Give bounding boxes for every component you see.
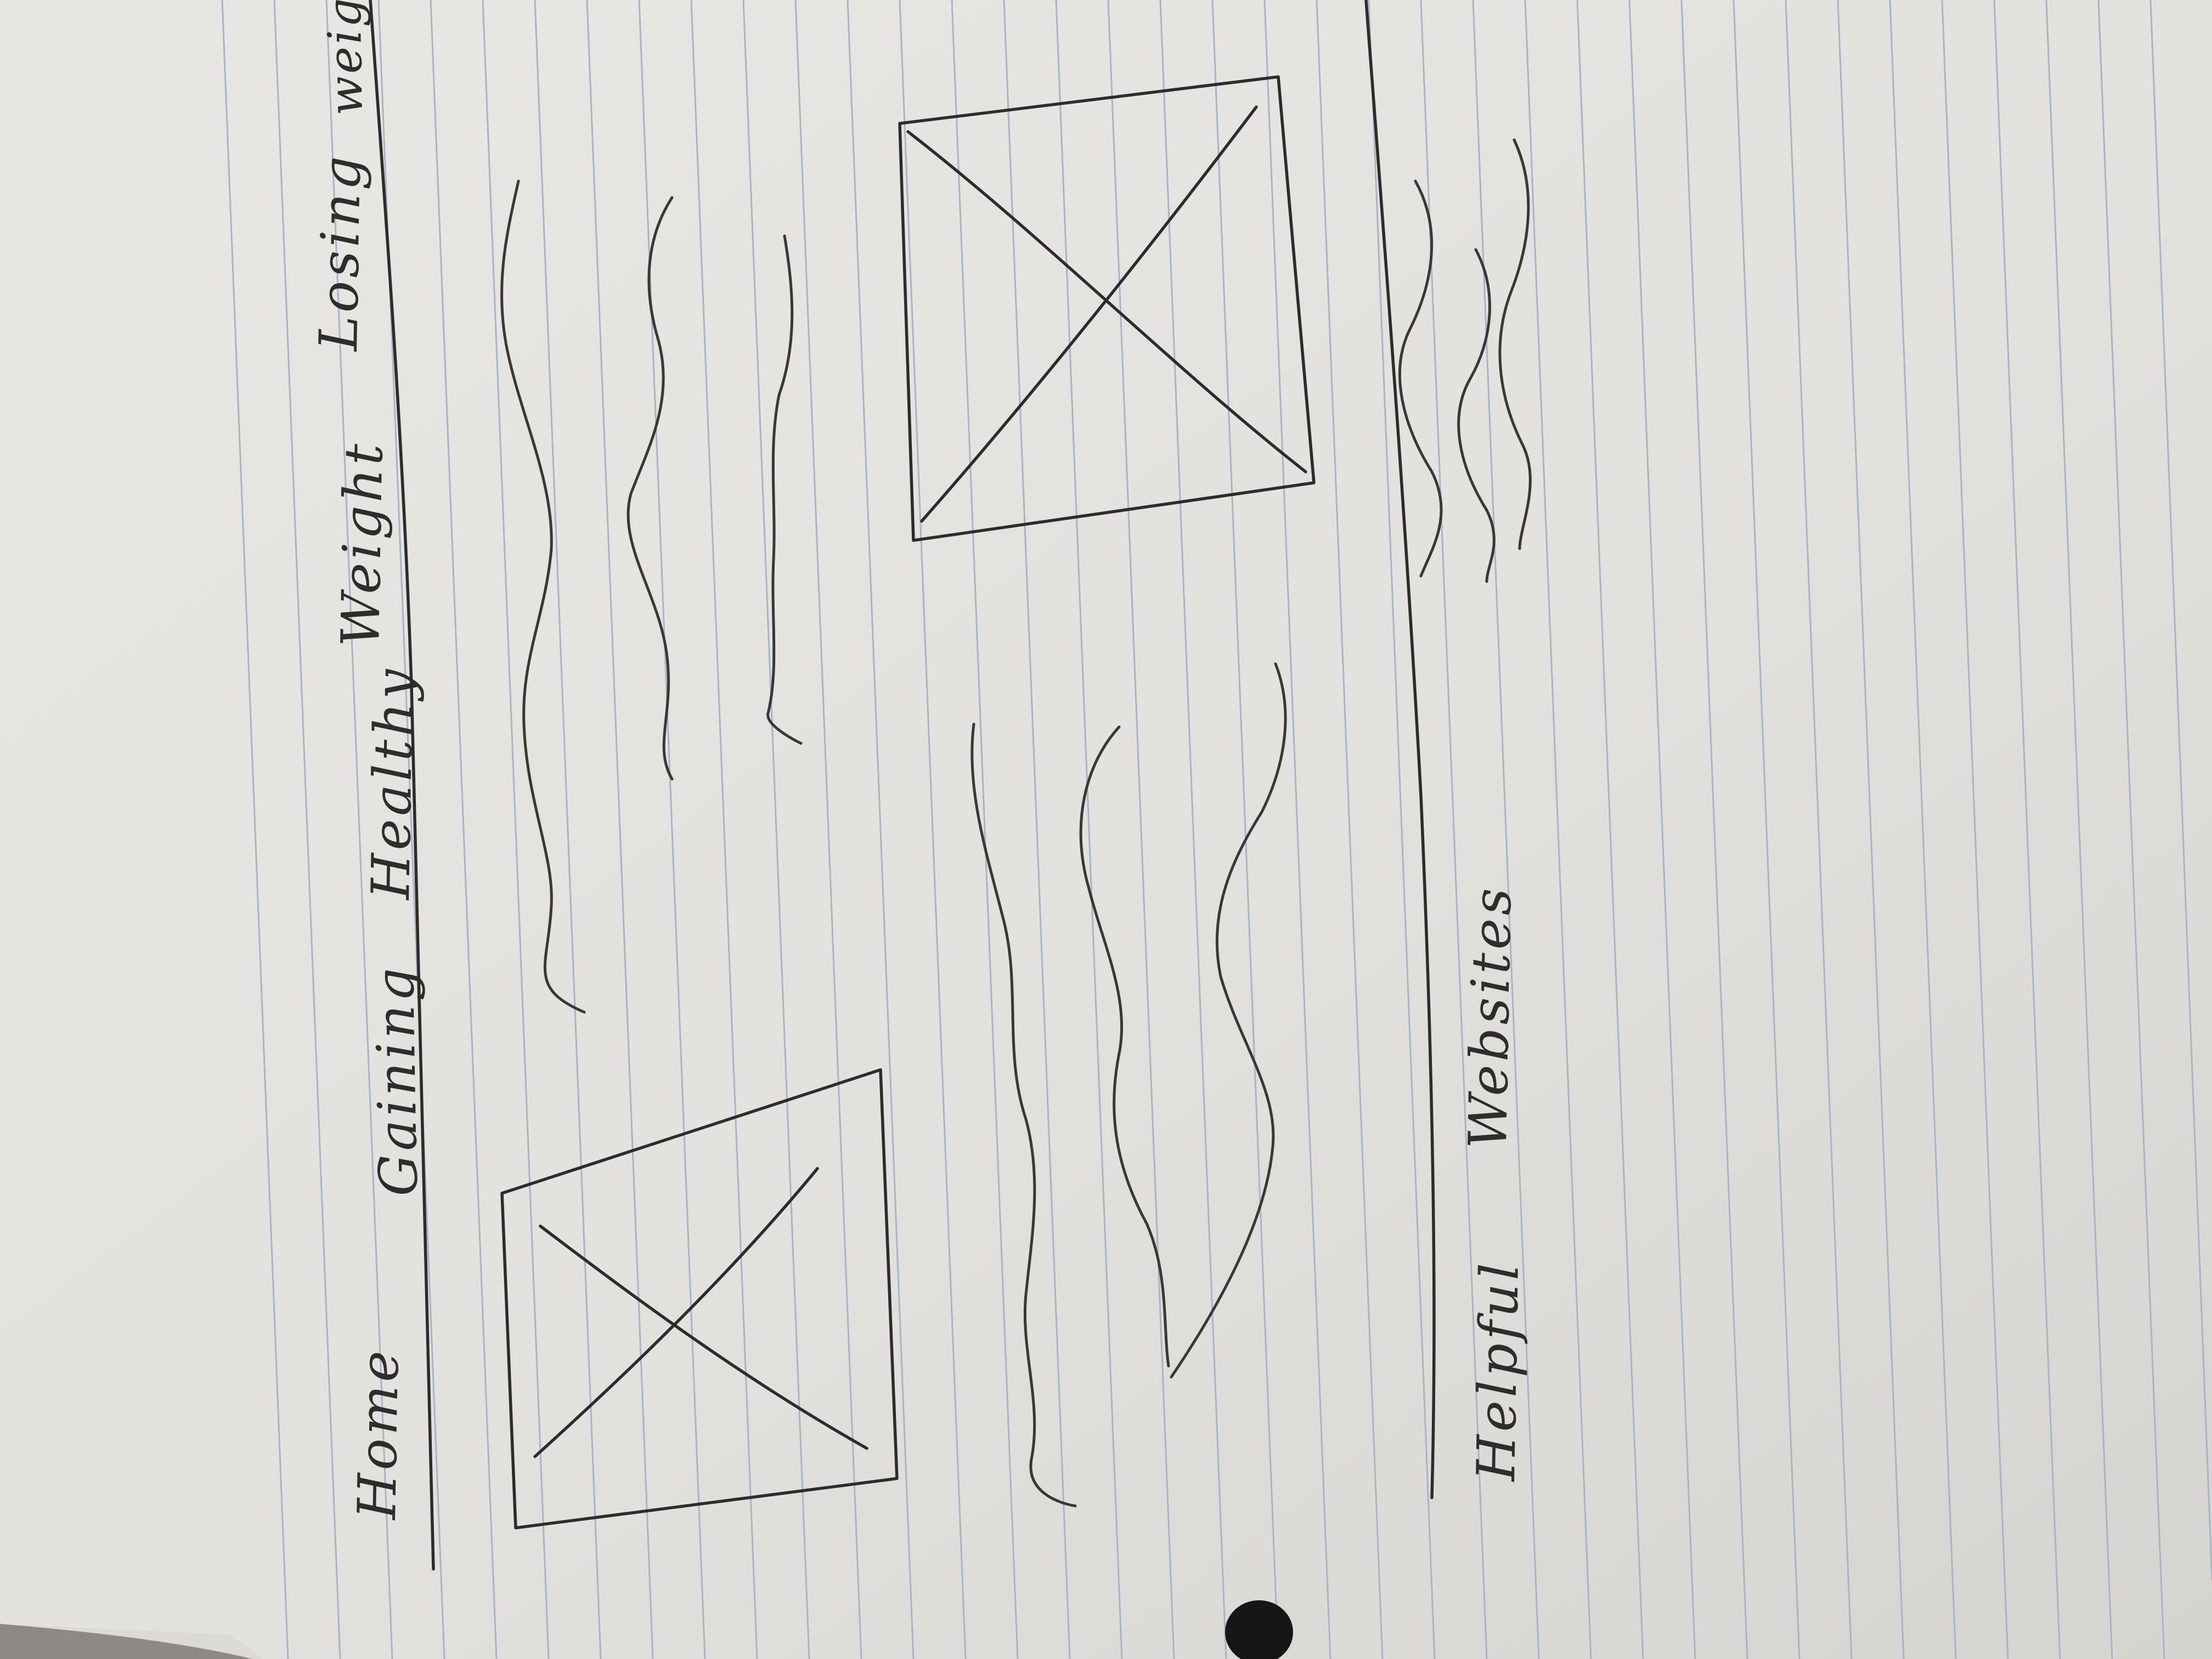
image-placeholder-icon — [898, 75, 1316, 542]
footer-text-placeholder-lines — [1398, 138, 1532, 583]
text-placeholder-lines — [970, 662, 1287, 1508]
text-placeholder-lines — [500, 179, 803, 1014]
footer-divider — [1364, 0, 1436, 1499]
header-divider — [369, 0, 435, 1571]
footer: Helpful Websites — [1457, 884, 1531, 1483]
navigation-bar: Home Gaining Healthy Weight Losing weigh… — [308, 0, 430, 1521]
nav-item-weight-2[interactable]: weight — [317, 0, 373, 116]
footer-label-websites[interactable]: Websites — [1457, 884, 1523, 1150]
nav-item-losing[interactable]: Losing — [308, 153, 373, 353]
nav-item-weight[interactable]: Weight — [330, 440, 395, 647]
hole-punch — [1225, 1600, 1293, 1659]
nav-item-home[interactable]: Home — [346, 1347, 410, 1521]
image-placeholder-icon — [500, 1068, 899, 1530]
footer-label-helpful[interactable]: Helpful — [1465, 1260, 1531, 1483]
